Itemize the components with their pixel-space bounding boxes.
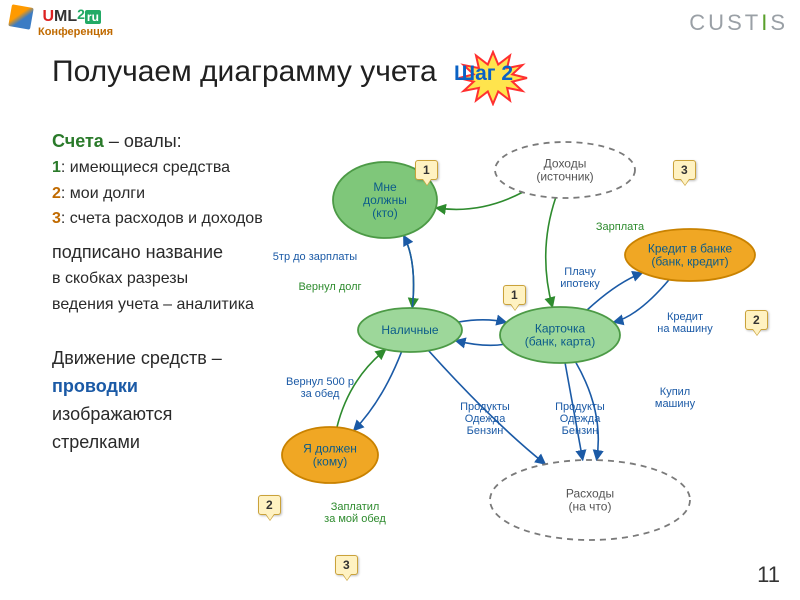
edge-label: машину	[655, 398, 696, 410]
logo-cube-icon	[8, 4, 33, 29]
edge-label: Одежда	[560, 413, 602, 425]
step-label: Шаг 2	[454, 62, 513, 86]
accounting-diagram: Доходы(источник) Мнедолжны(кто) Наличные Ка…	[260, 120, 800, 590]
page-number: 11	[757, 562, 780, 588]
edge	[436, 192, 523, 209]
edge	[354, 352, 402, 431]
edge	[404, 235, 414, 308]
logo-subtitle: Конференция	[38, 26, 113, 38]
node-label: Кредит в банке	[648, 242, 733, 256]
edge	[337, 349, 386, 427]
node-label: должны	[363, 193, 407, 207]
node-label: Мне	[373, 180, 397, 194]
edge-label: на машину	[657, 323, 713, 335]
edge-label: Вернул 500 р	[286, 376, 354, 388]
edge-label: ипотеку	[560, 278, 600, 290]
callout-badge: 1	[503, 285, 526, 305]
edge-label: Бензин	[562, 425, 599, 437]
callout-badge: 3	[335, 555, 358, 575]
edge-label: Вернул долг	[298, 281, 361, 293]
edge-label: Одежда	[465, 413, 507, 425]
logo: UML2ru Конференция	[10, 6, 113, 38]
node-label: Расходы	[566, 487, 614, 501]
edge-label: Продукты	[460, 401, 510, 413]
edge	[455, 341, 503, 346]
edge-label: Купил	[660, 386, 690, 398]
edge-label: Плачу	[564, 266, 596, 278]
page-title: Получаем диаграмму учета	[52, 55, 437, 89]
node-label: (банк, карта)	[525, 335, 595, 349]
node-label: (на что)	[569, 500, 612, 514]
edge-label: за мой обед	[324, 513, 386, 525]
edge	[458, 320, 506, 323]
edge-label: Продукты	[555, 401, 605, 413]
diagram-svg: Доходы(источник) Мнедолжны(кто) Наличные Ка…	[260, 120, 800, 590]
edge-label: Зарплата	[596, 221, 645, 233]
brand-mark: CUSTIS	[689, 10, 788, 36]
edge-label: 5тр до зарплаты	[273, 251, 357, 263]
callout-badge: 3	[673, 160, 696, 180]
edge-label: Заплатил	[331, 501, 380, 513]
node-label: (банк, кредит)	[651, 255, 728, 269]
callout-badge: 2	[258, 495, 281, 515]
edge	[613, 280, 669, 323]
callout-badge: 2	[745, 310, 768, 330]
node-label: Карточка	[535, 322, 586, 336]
node-label: Я должен	[303, 442, 357, 456]
edge-label: Бензин	[467, 425, 504, 437]
node-label: Наличные	[381, 323, 439, 337]
node-label: (кто)	[372, 206, 397, 220]
node-label: (источник)	[536, 170, 593, 184]
edge-label: Кредит	[667, 311, 703, 323]
edge	[546, 198, 556, 307]
logo-text: UML2ru	[42, 8, 100, 25]
node-label: (кому)	[313, 455, 347, 469]
callout-badge: 1	[415, 160, 438, 180]
edge-label: за обед	[301, 388, 340, 400]
node-label: Доходы	[544, 157, 587, 171]
heading-accounts: Счета	[52, 131, 104, 151]
